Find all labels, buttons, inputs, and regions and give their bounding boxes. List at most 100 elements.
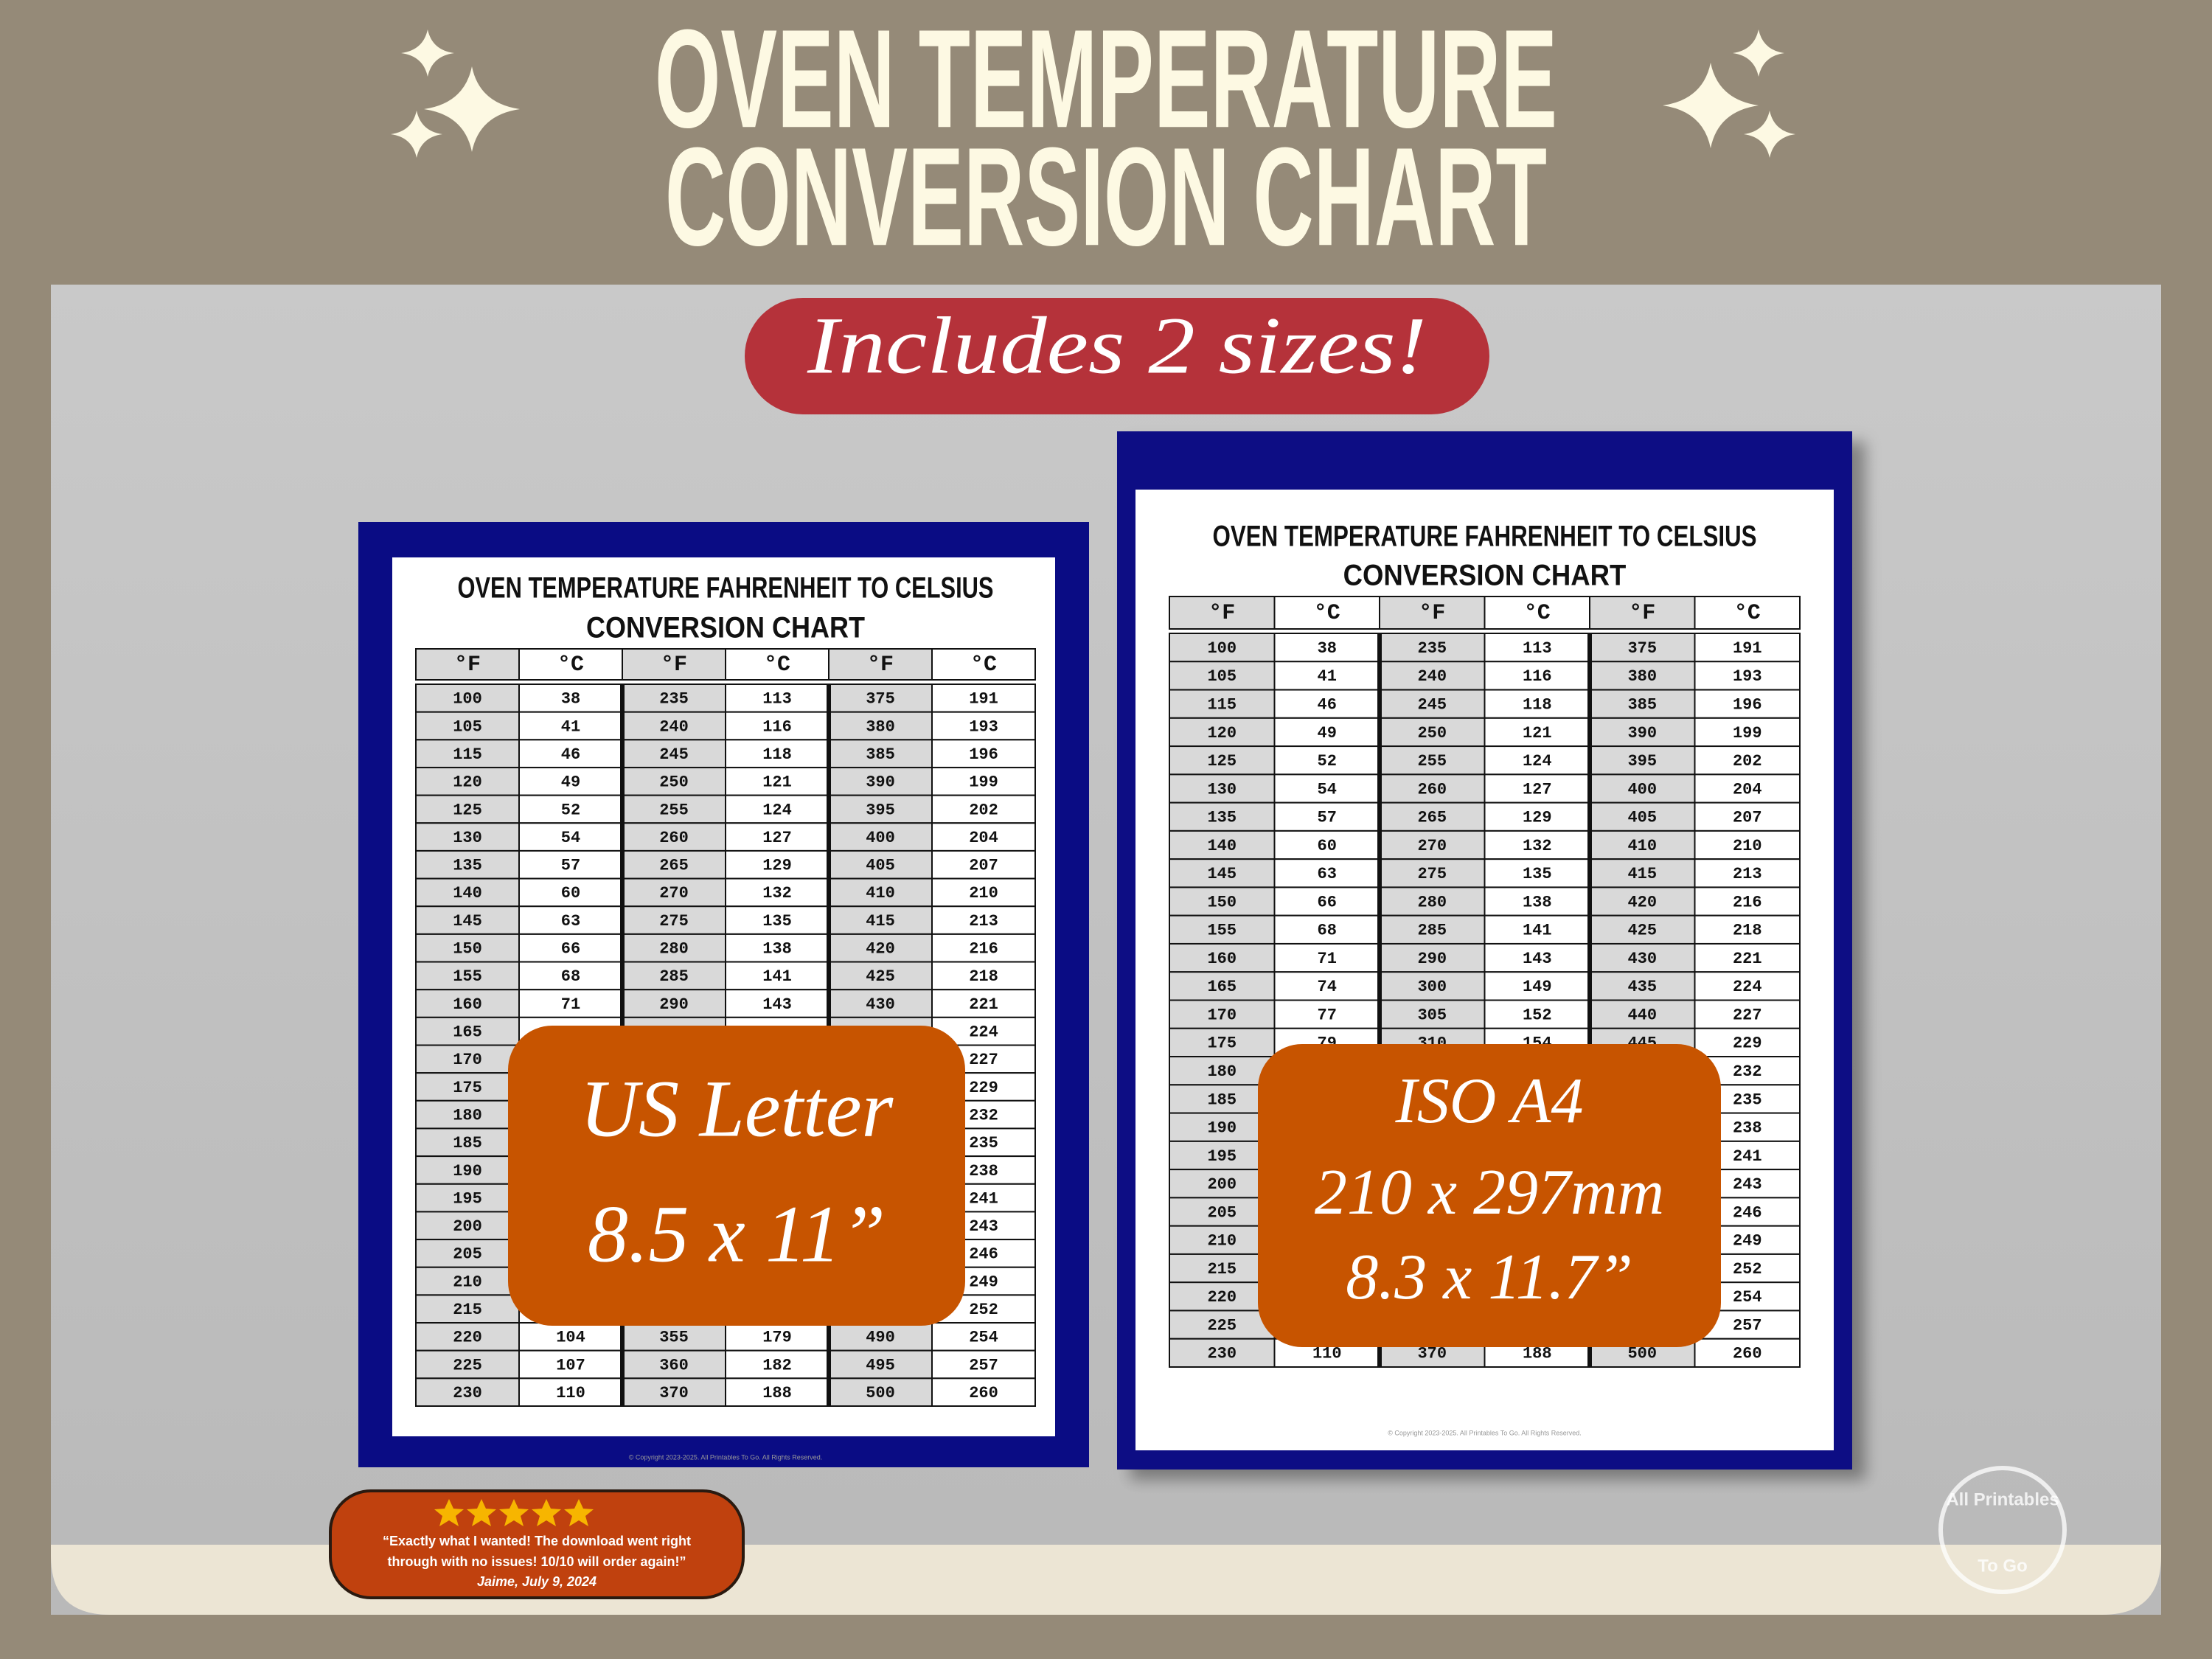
cell-value: 260 — [1733, 1345, 1762, 1363]
cell-value: 145 — [1207, 865, 1237, 883]
cell-value: 275 — [659, 912, 689, 931]
table-cell — [1273, 942, 1380, 973]
cell-value: 210 — [453, 1273, 482, 1291]
table-cell — [931, 794, 1036, 824]
cell-value: 232 — [969, 1106, 998, 1124]
cell-value: 121 — [762, 773, 792, 792]
cell-value: 254 — [969, 1329, 998, 1347]
cell-value: 100 — [1207, 639, 1237, 658]
table-cell — [1589, 633, 1696, 663]
table-cell — [1484, 858, 1590, 888]
cell-value: 191 — [969, 690, 998, 709]
table-cell — [1169, 1140, 1276, 1171]
cell-value: 238 — [1733, 1119, 1762, 1138]
cell-value: 150 — [1207, 893, 1237, 911]
cell-value: 63 — [561, 912, 580, 931]
header-text: °F — [1629, 601, 1655, 626]
table-cell — [1169, 1112, 1276, 1142]
cell-value: 265 — [659, 857, 689, 875]
cell-value: 241 — [1733, 1147, 1762, 1166]
table-cell — [931, 961, 1036, 991]
copyright: © Copyright 2023-2025. All Printables To… — [629, 1453, 823, 1461]
cell-value: 199 — [1733, 724, 1762, 742]
cell-value: 495 — [866, 1356, 895, 1374]
cell-value: 230 — [453, 1384, 482, 1402]
cell-value: 196 — [969, 745, 998, 764]
cell-value: 130 — [1207, 780, 1237, 799]
cell-value: 129 — [762, 857, 792, 875]
cell-value: 127 — [1523, 780, 1552, 799]
table-cell — [518, 961, 623, 991]
cell-value: 370 — [659, 1384, 689, 1402]
table-cell — [1694, 886, 1801, 917]
table-cell — [1169, 689, 1276, 719]
table-cell — [931, 905, 1036, 935]
header-cell — [415, 648, 520, 681]
cell-value: 254 — [1733, 1288, 1762, 1307]
table-cell — [622, 1377, 726, 1408]
logo-text: To Go — [1978, 1556, 2028, 1576]
table-cell — [518, 794, 623, 824]
cell-value: 210 — [969, 884, 998, 902]
cell-value: 180 — [1207, 1062, 1237, 1081]
cell-value: 257 — [969, 1356, 998, 1374]
table-cell — [1273, 717, 1380, 748]
cell-value: 188 — [762, 1384, 792, 1402]
cell-value: 200 — [1207, 1175, 1237, 1194]
table-cell — [725, 849, 830, 880]
header-text: °F — [1419, 601, 1445, 626]
cell-value: 113 — [1523, 639, 1552, 658]
table-cell — [622, 877, 726, 908]
cell-value: 38 — [561, 690, 580, 709]
size-text: 8.5 x 11” — [588, 1189, 886, 1279]
cell-value: 54 — [561, 829, 580, 847]
header-text: °C — [1524, 601, 1551, 626]
cell-value: 224 — [969, 1023, 998, 1041]
table-cell — [518, 684, 623, 713]
cell-value: 221 — [1733, 950, 1762, 968]
review-quote: through with no issues! 10/10 will order… — [387, 1554, 686, 1569]
table-cell — [622, 989, 726, 1018]
cell-value: 230 — [1207, 1345, 1237, 1363]
table-cell — [725, 684, 830, 713]
cell-value: 207 — [969, 857, 998, 875]
table-cell — [1484, 886, 1590, 917]
table-cell — [415, 711, 520, 741]
header-text: °C — [970, 653, 997, 678]
table-cell — [1694, 661, 1801, 691]
table-cell — [415, 822, 520, 852]
table-cell — [415, 849, 520, 880]
cell-value: 280 — [659, 940, 689, 959]
poster-title: OVEN TEMPERATURE FAHRENHEIT TO CELSIUS — [1213, 521, 1757, 553]
cell-value: 205 — [453, 1245, 482, 1264]
cell-value: 160 — [1207, 950, 1237, 968]
cell-value: 250 — [1417, 724, 1447, 742]
cell-value: 218 — [1733, 922, 1762, 940]
cell-value: 210 — [1207, 1232, 1237, 1251]
table-cell — [415, 1211, 520, 1241]
cell-value: 240 — [659, 717, 689, 736]
cell-value: 305 — [1417, 1006, 1447, 1024]
cell-value: 140 — [1207, 837, 1237, 855]
cell-value: 360 — [659, 1356, 689, 1374]
poster-title: CONVERSION CHART — [586, 612, 865, 644]
cell-value: 245 — [1417, 695, 1447, 714]
table-cell — [1694, 717, 1801, 748]
badge-text: Includes 2 sizes! — [807, 300, 1427, 390]
table-cell — [1273, 886, 1380, 917]
cell-value: 235 — [659, 690, 689, 709]
cell-value: 196 — [1733, 695, 1762, 714]
table-cell — [1169, 773, 1276, 804]
table-cell — [1169, 1169, 1276, 1199]
table-cell — [1694, 773, 1801, 804]
cell-value: 138 — [762, 940, 792, 959]
cell-value: 285 — [1417, 922, 1447, 940]
table-cell — [1379, 717, 1486, 748]
header-cell — [1589, 596, 1696, 630]
cell-value: 204 — [1733, 780, 1762, 799]
cell-value: 46 — [561, 745, 580, 764]
cell-value: 124 — [762, 801, 792, 819]
table-cell — [1273, 971, 1380, 1001]
cell-value: 425 — [1627, 922, 1657, 940]
